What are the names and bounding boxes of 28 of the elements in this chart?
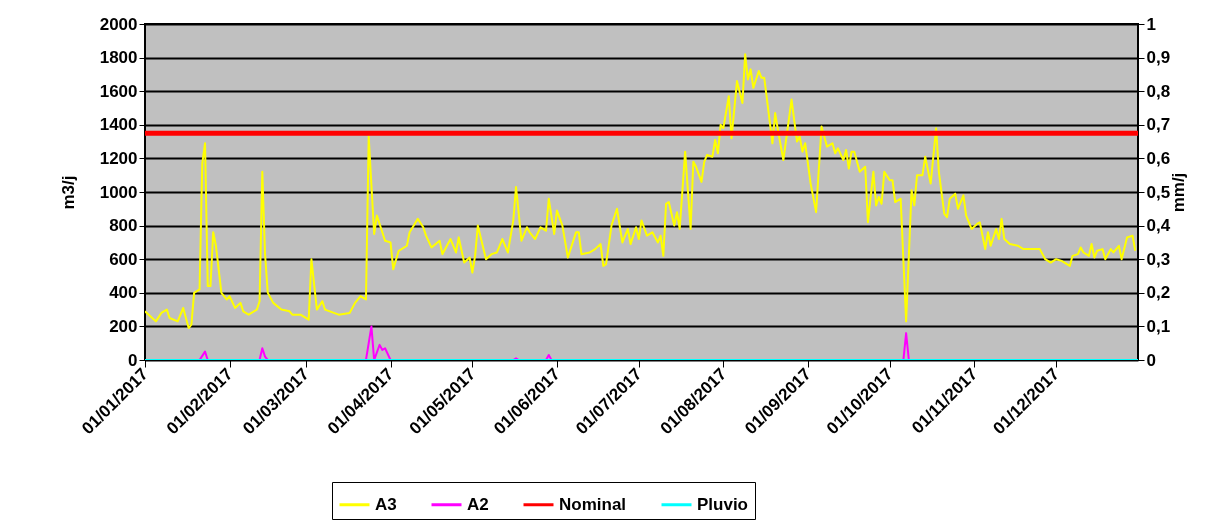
y2-tick-label: 0,6 [1146,148,1171,168]
y-tick-label: 1000 [99,182,138,202]
y2-tick-label: 1 [1146,14,1156,34]
y-tick-label: 1200 [99,148,138,168]
y2-tick-label: 0,4 [1146,216,1171,236]
y-tick-label: 1800 [99,48,138,68]
y2-tick-label: 0 [1146,350,1156,370]
y-tick-label: 1400 [99,115,138,135]
y-tick-label: 0 [128,350,138,370]
y-tick-label: 1600 [99,81,138,101]
y2-tick-label: 0,2 [1146,283,1171,303]
y2-tick-label: 0,3 [1146,249,1171,269]
legend-label: A2 [467,494,489,514]
legend-label: Pluvio [697,494,749,514]
legend-label: Nominal [559,494,627,514]
y-tick-label: 200 [109,316,138,336]
y-tick-label: 800 [109,216,138,236]
y-tick-label: 2000 [99,14,138,34]
y-axis-title: m3/j [58,175,78,210]
y2-tick-label: 0,5 [1146,182,1171,202]
y2-tick-label: 0,7 [1146,115,1171,135]
y2-tick-label: 0,9 [1146,48,1171,68]
y2-tick-label: 0,8 [1146,81,1171,101]
y2-tick-label: 0,1 [1146,316,1171,336]
legend-label: A3 [375,494,397,514]
y-tick-label: 400 [109,283,138,303]
y2-axis-title: mm/j [1169,172,1189,213]
y-tick-label: 600 [109,249,138,269]
